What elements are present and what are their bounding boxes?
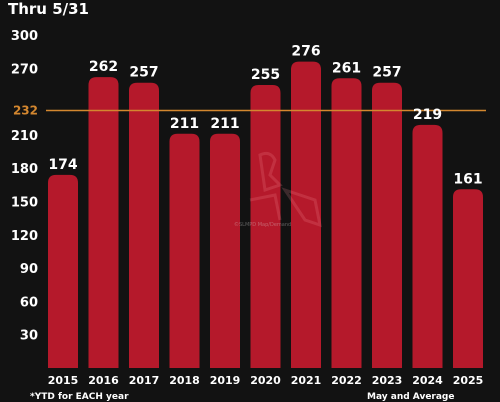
y-tick-label: 210	[11, 129, 38, 144]
footnote-average: May and Average	[367, 392, 455, 402]
bar	[48, 174, 78, 368]
bar	[88, 77, 119, 369]
bar-value-label: 262	[89, 59, 118, 75]
y-tick-label: 90	[20, 262, 38, 277]
bar-value-label: 257	[372, 65, 401, 81]
y-tick-label: 180	[11, 162, 38, 177]
x-tick-label: 2023	[372, 374, 403, 387]
chart-title: Thru 5/31	[8, 0, 89, 18]
x-tick-label: 2024	[412, 374, 443, 387]
x-tick-label: 2020	[250, 374, 281, 387]
y-tick-label: 150	[11, 196, 38, 211]
bar	[372, 82, 402, 368]
bar	[250, 84, 281, 368]
bar-value-label: 211	[210, 116, 239, 132]
bar-value-label: 211	[170, 116, 199, 132]
x-tick-label: 2025	[453, 374, 484, 387]
bar-value-label: 161	[453, 171, 482, 187]
bars	[48, 61, 483, 369]
x-tick-label: 2021	[291, 374, 322, 387]
bar-value-label: 255	[251, 67, 280, 83]
bar	[129, 82, 159, 368]
y-tick-label: 270	[11, 62, 38, 77]
value-labels: 174 262 257 211 211 255 276 261 257 219 161	[48, 44, 482, 188]
bar	[210, 133, 240, 368]
bar-value-label: 276	[291, 44, 320, 60]
bar	[291, 61, 321, 368]
bar	[412, 124, 443, 368]
average-line-label: 232	[13, 103, 38, 117]
bar	[169, 133, 200, 368]
bar-value-label: 219	[413, 107, 442, 123]
footnote-ytd: *YTD for EACH year	[30, 392, 129, 402]
x-tick-label: 2016	[88, 374, 119, 387]
x-tick-label: 2018	[169, 374, 200, 387]
y-tick-label: 300	[11, 29, 38, 44]
x-tick-label: 2019	[210, 374, 241, 387]
bar-value-label: 174	[48, 157, 77, 173]
y-axis-labels: 30 60 90 120 150 180 210 270 300	[11, 29, 38, 344]
x-axis-labels: 2015 2016 2017 2018 2019 2020 2021 2022 2023 2024…	[48, 374, 484, 387]
bar	[331, 78, 362, 368]
x-tick-label: 2015	[48, 374, 79, 387]
x-tick-label: 2022	[331, 374, 362, 387]
y-tick-label: 60	[20, 295, 38, 310]
bar-value-label: 261	[332, 60, 361, 76]
x-tick-label: 2017	[129, 374, 160, 387]
bar-value-label: 257	[129, 65, 158, 81]
logo-watermark-icon	[249, 151, 322, 228]
y-tick-label: 30	[20, 329, 38, 344]
watermark-text: ©SLMPD Map/Demand	[234, 222, 292, 228]
y-tick-label: 120	[11, 229, 38, 244]
bar	[453, 189, 483, 368]
average-line-group: 232	[13, 103, 486, 117]
